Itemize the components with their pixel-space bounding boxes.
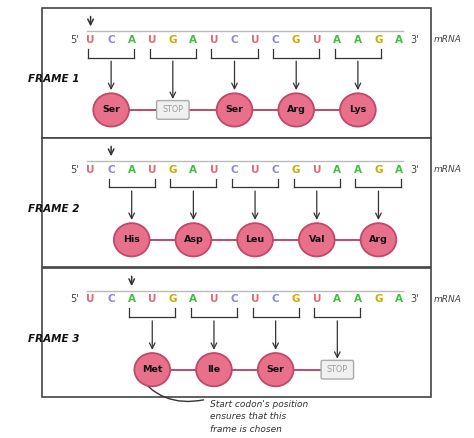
Text: G: G — [292, 35, 301, 45]
Ellipse shape — [196, 353, 232, 386]
Text: C: C — [107, 294, 115, 304]
Text: Leu: Leu — [246, 235, 264, 244]
Text: Lys: Lys — [349, 106, 366, 114]
Text: A: A — [395, 35, 403, 45]
Text: Arg: Arg — [369, 235, 388, 244]
Text: Met: Met — [142, 365, 163, 374]
Ellipse shape — [361, 223, 396, 256]
Text: Val: Val — [309, 235, 325, 244]
Text: Ile: Ile — [208, 365, 220, 374]
Text: A: A — [128, 294, 136, 304]
Text: U: U — [148, 35, 156, 45]
Text: U: U — [251, 35, 259, 45]
Text: A: A — [395, 165, 403, 175]
Text: A: A — [354, 294, 362, 304]
Text: U: U — [148, 165, 156, 175]
Text: STOP: STOP — [327, 365, 348, 374]
Text: U: U — [210, 165, 218, 175]
FancyBboxPatch shape — [42, 8, 431, 138]
Text: 5': 5' — [71, 294, 79, 304]
Text: A: A — [190, 294, 197, 304]
Ellipse shape — [299, 223, 335, 256]
Text: U: U — [251, 294, 259, 304]
Text: C: C — [231, 294, 238, 304]
Text: G: G — [169, 35, 177, 45]
Text: 5': 5' — [71, 165, 79, 175]
Text: Start codon's position
ensures that this
frame is chosen: Start codon's position ensures that this… — [210, 400, 309, 434]
Text: U: U — [312, 294, 321, 304]
Text: G: G — [292, 165, 301, 175]
FancyBboxPatch shape — [42, 268, 431, 397]
Text: C: C — [231, 35, 238, 45]
Text: A: A — [333, 35, 341, 45]
Text: A: A — [190, 165, 197, 175]
Text: C: C — [107, 35, 115, 45]
Text: U: U — [210, 294, 218, 304]
Text: Ser: Ser — [102, 106, 120, 114]
Text: Asp: Asp — [183, 235, 203, 244]
Text: G: G — [169, 165, 177, 175]
Text: U: U — [210, 35, 218, 45]
Text: mRNA: mRNA — [434, 35, 461, 44]
Text: C: C — [272, 165, 280, 175]
FancyBboxPatch shape — [321, 360, 354, 379]
Text: A: A — [354, 165, 362, 175]
Ellipse shape — [340, 93, 376, 127]
Ellipse shape — [175, 223, 211, 256]
Ellipse shape — [93, 93, 129, 127]
Text: 3': 3' — [410, 165, 419, 175]
Text: His: His — [123, 235, 140, 244]
Text: U: U — [86, 294, 95, 304]
Text: U: U — [86, 35, 95, 45]
Text: U: U — [312, 35, 321, 45]
Text: FRAME 1: FRAME 1 — [28, 74, 80, 85]
Ellipse shape — [278, 93, 314, 127]
Text: A: A — [395, 294, 403, 304]
Text: G: G — [292, 294, 301, 304]
FancyBboxPatch shape — [42, 138, 431, 268]
Text: U: U — [148, 294, 156, 304]
Text: FRAME 3: FRAME 3 — [28, 334, 80, 344]
Text: U: U — [312, 165, 321, 175]
Text: C: C — [107, 165, 115, 175]
Text: A: A — [354, 35, 362, 45]
Text: FRAME 2: FRAME 2 — [28, 204, 80, 214]
Text: Ser: Ser — [226, 106, 244, 114]
Text: Arg: Arg — [287, 106, 306, 114]
Text: G: G — [374, 165, 383, 175]
Text: G: G — [169, 294, 177, 304]
Text: U: U — [251, 165, 259, 175]
Text: U: U — [86, 165, 95, 175]
Ellipse shape — [135, 353, 170, 386]
Ellipse shape — [217, 93, 252, 127]
Text: Ser: Ser — [267, 365, 284, 374]
Text: C: C — [272, 35, 280, 45]
Text: A: A — [128, 35, 136, 45]
Text: G: G — [374, 294, 383, 304]
Text: G: G — [374, 35, 383, 45]
Text: A: A — [333, 165, 341, 175]
Text: A: A — [190, 35, 197, 45]
Text: 3': 3' — [410, 35, 419, 45]
Text: mRNA: mRNA — [434, 165, 461, 174]
Text: 3': 3' — [410, 294, 419, 304]
Ellipse shape — [114, 223, 150, 256]
Text: C: C — [231, 165, 238, 175]
Text: mRNA: mRNA — [434, 295, 461, 304]
Text: A: A — [333, 294, 341, 304]
Ellipse shape — [237, 223, 273, 256]
Text: 5': 5' — [71, 35, 79, 45]
Ellipse shape — [258, 353, 293, 386]
FancyBboxPatch shape — [156, 101, 189, 119]
Text: STOP: STOP — [162, 106, 183, 114]
Text: C: C — [272, 294, 280, 304]
Text: A: A — [128, 165, 136, 175]
